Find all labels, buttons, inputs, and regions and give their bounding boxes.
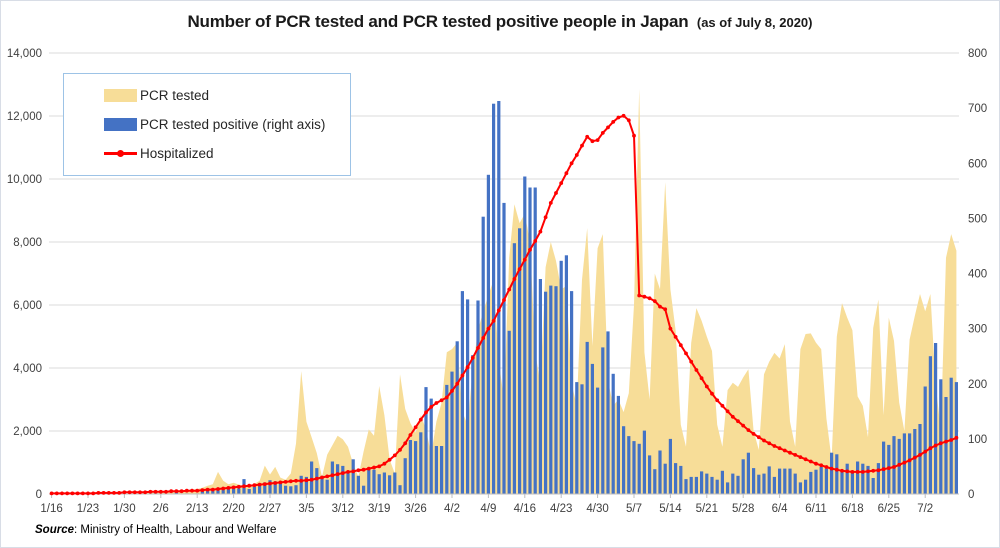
svg-text:1/30: 1/30	[113, 503, 135, 515]
pcr-tested-area	[51, 88, 957, 495]
svg-text:100: 100	[968, 434, 987, 446]
svg-text:8,000: 8,000	[13, 237, 42, 249]
svg-text:200: 200	[968, 379, 987, 391]
svg-text:6/11: 6/11	[805, 503, 827, 515]
svg-text:6/25: 6/25	[878, 503, 900, 515]
source-note: Source: Ministry of Health, Labour and W…	[35, 524, 276, 536]
svg-text:1/23: 1/23	[77, 503, 99, 515]
chart-legend: PCR tested PCR tested positive (right ax…	[63, 73, 351, 176]
svg-text:6/4: 6/4	[772, 503, 789, 515]
chart-title-main: Number of PCR tested and PCR tested posi…	[187, 12, 689, 31]
svg-text:3/12: 3/12	[332, 503, 354, 515]
svg-text:500: 500	[968, 213, 987, 225]
svg-text:2/27: 2/27	[259, 503, 281, 515]
legend-swatch-area	[104, 89, 137, 102]
svg-text:3/5: 3/5	[298, 503, 314, 515]
svg-text:6/18: 6/18	[841, 503, 863, 515]
source-text: : Ministry of Health, Labour and Welfare	[74, 524, 277, 536]
svg-text:800: 800	[968, 48, 987, 60]
svg-text:5/14: 5/14	[659, 503, 682, 515]
pcr-positive-bars	[50, 101, 958, 495]
right-axis-labels: 0 100 200 300 400 500 600 700 800	[968, 48, 987, 501]
legend-label: PCR tested	[140, 88, 210, 103]
legend-item-hospitalized: Hospitalized	[104, 146, 350, 161]
svg-text:2,000: 2,000	[13, 426, 42, 438]
svg-text:3/19: 3/19	[368, 503, 390, 515]
svg-text:300: 300	[968, 324, 987, 336]
legend-label: PCR tested positive (right axis)	[140, 117, 326, 132]
svg-text:6,000: 6,000	[13, 300, 42, 312]
svg-text:5/28: 5/28	[732, 503, 754, 515]
svg-text:7/2: 7/2	[917, 503, 933, 515]
left-axis-labels: 0 2,000 4,000 6,000 8,000 10,000 12,000 14,000	[7, 48, 42, 501]
svg-text:4/2: 4/2	[444, 503, 460, 515]
legend-label: Hospitalized	[140, 146, 214, 161]
svg-text:5/21: 5/21	[696, 503, 718, 515]
source-label: Source	[35, 524, 74, 536]
svg-text:1/16: 1/16	[40, 503, 62, 515]
svg-text:4/9: 4/9	[480, 503, 496, 515]
svg-text:5/7: 5/7	[626, 503, 642, 515]
legend-swatch-bar	[104, 118, 137, 131]
legend-item-pcr-tested: PCR tested	[104, 88, 350, 103]
hospitalized-line	[49, 113, 959, 496]
svg-text:2/20: 2/20	[222, 503, 244, 515]
legend-line-marker-icon	[117, 150, 124, 157]
svg-text:0: 0	[968, 489, 974, 501]
svg-text:4/16: 4/16	[514, 503, 536, 515]
chart-title: Number of PCR tested and PCR tested posi…	[1, 12, 999, 32]
svg-text:3/26: 3/26	[404, 503, 426, 515]
x-axis: 1/16 1/23 1/30 2/6 2/13 2/20 2/27 3/5 3/12 3/19 3/…	[40, 493, 959, 515]
svg-text:2/6: 2/6	[153, 503, 169, 515]
svg-text:2/13: 2/13	[186, 503, 208, 515]
svg-text:700: 700	[968, 103, 987, 115]
svg-text:4/30: 4/30	[586, 503, 608, 515]
svg-text:14,000: 14,000	[7, 48, 42, 60]
svg-text:4/23: 4/23	[550, 503, 572, 515]
legend-swatch-line	[104, 150, 137, 157]
svg-text:600: 600	[968, 158, 987, 170]
svg-text:12,000: 12,000	[7, 111, 42, 123]
svg-text:4,000: 4,000	[13, 363, 42, 375]
svg-text:400: 400	[968, 269, 987, 281]
svg-text:0: 0	[36, 489, 42, 501]
chart-title-suffix: (as of July 8, 2020)	[696, 15, 813, 30]
svg-text:10,000: 10,000	[7, 174, 42, 186]
legend-item-pcr-positive: PCR tested positive (right axis)	[104, 117, 350, 132]
